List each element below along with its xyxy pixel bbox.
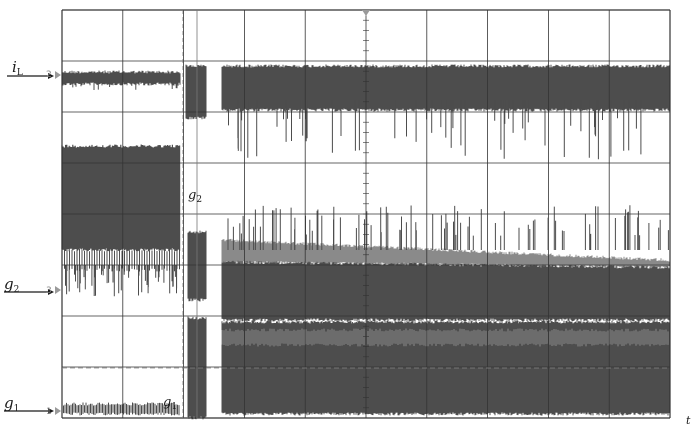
- label-arrowhead: [48, 289, 54, 295]
- annotation-g1-main: g: [163, 395, 171, 410]
- series-label-il-main: i: [12, 58, 17, 76]
- series-label-g2-main: g: [4, 275, 14, 293]
- series-label-g2: g2: [4, 275, 19, 295]
- series-label-g1: g1: [4, 394, 19, 414]
- annotation-g1: g1: [163, 395, 177, 412]
- series-label-g2-sub: 2: [14, 285, 20, 295]
- series-label-il-sub: L: [17, 68, 23, 78]
- svg-text:g1: g1: [163, 395, 177, 412]
- trace-g1: [221, 328, 671, 347]
- series-label-g1-sub: 1: [14, 404, 20, 414]
- annotation-g2: g2: [188, 188, 202, 205]
- channel-tag-il: 2: [46, 70, 52, 80]
- trace-il-spikes: [72, 80, 179, 90]
- trace-il-transient: [185, 64, 207, 120]
- series-label-il: iL: [12, 58, 23, 78]
- trace-g2: [221, 238, 671, 269]
- label-arrowhead: [48, 73, 54, 79]
- trace-g2-spikes: [227, 205, 669, 250]
- series-label-g1-main: g: [4, 394, 14, 412]
- trigger-marker: [362, 10, 370, 16]
- annotation-g2-main: g: [188, 188, 196, 203]
- label-arrowhead: [48, 408, 54, 414]
- trace-g2: [61, 144, 181, 252]
- trace-il: [221, 64, 671, 112]
- svg-text:iL: iL: [12, 58, 23, 78]
- marker-layer: [4, 10, 670, 418]
- channel-ground-marker: [55, 286, 61, 294]
- trace-g2-spikes: [65, 265, 178, 297]
- channel-ground-marker: [55, 71, 61, 79]
- channel-ground-marker: [55, 407, 61, 415]
- trace-g2: [221, 260, 671, 322]
- svg-text:g1: g1: [4, 394, 19, 414]
- channel-tag-g1: 1: [46, 407, 52, 417]
- grid-layer: [61, 9, 671, 419]
- svg-text:g2: g2: [4, 275, 19, 295]
- svg-text:g2: g2: [188, 188, 202, 205]
- x-axis-label: t: [686, 414, 691, 427]
- annotation-g1-sub: 1: [171, 402, 177, 412]
- annotation-g2-sub: 2: [196, 195, 202, 205]
- channel-tag-g2: 3: [46, 286, 52, 296]
